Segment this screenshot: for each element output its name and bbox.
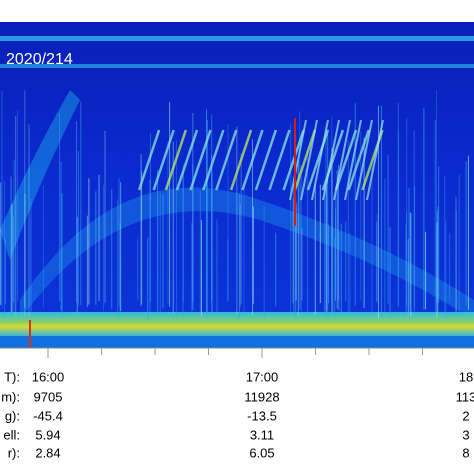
cell: 2 <box>462 408 469 423</box>
drift-streak <box>175 129 199 191</box>
band-bottom <box>0 312 474 336</box>
cell: -45.4 <box>33 408 63 423</box>
drift-streak <box>366 119 384 201</box>
x-ticks <box>47 348 423 358</box>
row-label: g): <box>5 408 20 423</box>
cell: 3.11 <box>250 427 274 442</box>
drift-streak <box>289 119 307 201</box>
drift-streak <box>282 129 305 191</box>
drift-streak <box>137 129 161 191</box>
cell: 5.94 <box>35 427 60 442</box>
drift-streak <box>344 119 362 201</box>
drift-streak <box>311 119 329 201</box>
row-label: ell: <box>3 427 20 442</box>
drift-streak <box>229 129 253 191</box>
drift-streak <box>189 129 212 191</box>
band-upper <box>0 64 474 68</box>
drift-streak <box>152 129 175 191</box>
drift-streak <box>202 129 225 191</box>
drift-streak <box>164 129 188 191</box>
panel-label: 2020/214 <box>6 51 73 68</box>
spectrogram: 2020/214 <box>0 22 474 348</box>
cell: 6.05 <box>249 445 274 460</box>
cell: 11928 <box>244 389 279 404</box>
cell: 3 <box>462 427 469 442</box>
cell: 2.84 <box>35 445 60 460</box>
cell: 16:00 <box>32 369 65 384</box>
emission-rise <box>0 90 80 260</box>
spectrogram-background <box>0 22 474 348</box>
drift-streak <box>355 119 373 201</box>
streaks <box>0 90 469 320</box>
cell: 113 <box>456 389 474 404</box>
cell: -13.5 <box>247 408 277 423</box>
drift-streak <box>300 119 318 201</box>
band-base <box>0 336 474 348</box>
band-top <box>0 36 474 41</box>
cell: 9705 <box>34 389 63 404</box>
drift-streak <box>241 129 264 191</box>
row-label: T): <box>4 369 20 384</box>
row-label: m): <box>1 389 20 404</box>
cell: 8 <box>462 445 469 460</box>
row-label: r): <box>8 445 20 460</box>
drift-streak <box>347 129 370 191</box>
emission-arc <box>20 187 474 320</box>
drift-streak <box>215 129 238 191</box>
drift-streak <box>322 119 340 201</box>
drift-streak <box>254 129 278 191</box>
drift-streak <box>268 129 291 191</box>
drift-streak <box>333 119 351 201</box>
axis-table: T): 16:00 17:00 18 m): 9705 11928 113 g): -45.4 -1… <box>1 369 474 460</box>
drift-streak <box>293 129 317 191</box>
cell: 18 <box>459 369 473 384</box>
cell: 17:00 <box>246 369 279 384</box>
drift-streak <box>334 129 358 191</box>
